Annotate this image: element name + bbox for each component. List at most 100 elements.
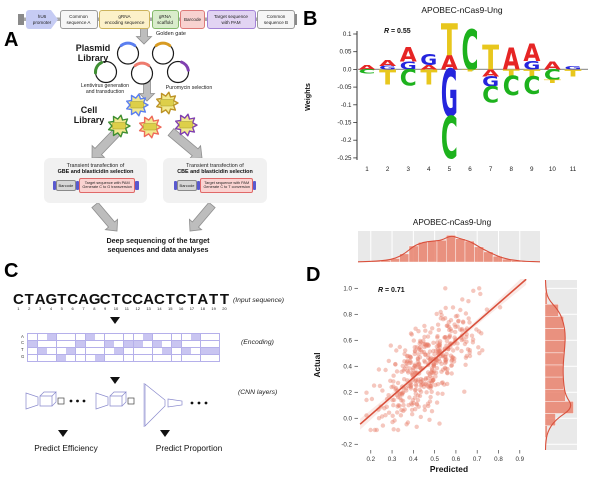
scatter-point xyxy=(445,371,450,376)
encoding-cell xyxy=(133,354,143,361)
scatter-point xyxy=(418,414,423,420)
encoding-cell xyxy=(191,347,201,355)
scatter-point xyxy=(420,377,425,383)
scatter-point xyxy=(476,329,482,334)
sequence-position-number: 20 xyxy=(222,306,227,311)
scatter-point xyxy=(439,361,444,366)
scatter-point xyxy=(425,370,431,375)
scatter-point xyxy=(471,288,476,293)
encoding-cell xyxy=(114,340,124,348)
x-tick-label: 1 xyxy=(365,166,369,173)
sequence-letter: T xyxy=(111,291,121,308)
scatter-point xyxy=(456,318,461,323)
scatter-point xyxy=(435,382,441,387)
scatter-point xyxy=(395,404,400,409)
construct-segment: gRNA encoding sequence xyxy=(99,10,150,29)
scatter-point xyxy=(428,394,433,400)
scatter-point xyxy=(459,337,464,343)
sequence-column: T 10 xyxy=(111,291,122,311)
sequence-letter: T xyxy=(209,291,219,308)
scatter-point xyxy=(410,412,415,417)
mini-construct: Barcode Target sequence with PAM Generat… xyxy=(163,178,267,193)
encoding-cell xyxy=(104,347,114,355)
target-line1: Target sequence with PAM xyxy=(84,180,130,185)
scatter-point xyxy=(427,373,433,378)
encoding-cell xyxy=(152,334,162,341)
scatter-point xyxy=(421,349,427,355)
encoding-cell xyxy=(66,354,76,361)
sequence-position-number: 2 xyxy=(28,306,31,311)
scatter-point xyxy=(414,383,419,388)
scatter-point xyxy=(459,326,465,332)
scatter-point xyxy=(449,363,454,368)
connector-block xyxy=(135,180,139,190)
scatter-point xyxy=(388,343,393,348)
kde-curve xyxy=(357,235,541,263)
scatter-point xyxy=(436,343,441,349)
transfection-line1: Transient transfection of xyxy=(66,163,125,169)
scatter-point xyxy=(442,335,447,340)
scatter-point xyxy=(462,389,467,394)
scatter-point xyxy=(423,342,428,347)
scatter-point xyxy=(437,359,442,364)
scatter-point xyxy=(440,391,445,396)
to-sequencing-arrow-icon xyxy=(188,201,216,232)
sequence-letter: C xyxy=(99,291,111,308)
tspan-shape: = 0.55 xyxy=(389,28,411,35)
scatter-point xyxy=(418,383,424,388)
scatter-point xyxy=(480,348,485,353)
sequence-position-number: 17 xyxy=(189,306,195,311)
encoding-cell xyxy=(85,340,95,348)
connector-block xyxy=(252,180,257,190)
encoding-cell xyxy=(37,334,47,341)
scatter-point xyxy=(395,410,400,415)
scatter-point xyxy=(444,338,450,344)
scatter-point xyxy=(403,348,408,353)
scatter-point xyxy=(434,366,440,371)
flatten-funnel xyxy=(144,383,166,427)
scatter-point xyxy=(427,371,432,377)
scatter-point xyxy=(399,392,405,397)
scatter-point xyxy=(437,342,442,348)
encoding-cell xyxy=(47,340,57,348)
scatter-point xyxy=(453,314,459,319)
logo-letter-G: G xyxy=(523,59,540,73)
panel-a-graphics xyxy=(18,14,297,232)
transfection-line1: Transient transfection of xyxy=(186,163,244,169)
circle-shape xyxy=(82,399,86,403)
scatter-point xyxy=(393,362,398,367)
sequence-position-number: 1 xyxy=(17,306,20,311)
scatter-point xyxy=(386,393,391,398)
sequence-letter: C xyxy=(67,291,79,308)
scatter-point xyxy=(404,364,409,369)
scatter-point xyxy=(419,382,424,387)
scatter-point xyxy=(418,365,423,371)
scatter-point xyxy=(368,427,373,433)
encoding-cell xyxy=(152,340,162,348)
logo-letter-C: C xyxy=(359,68,376,75)
scatter-point xyxy=(467,320,472,325)
encoding-cell xyxy=(191,334,201,341)
hist-bar xyxy=(455,238,466,263)
scatter-point xyxy=(437,339,443,344)
scatter-point xyxy=(402,366,407,371)
encoding-cell xyxy=(143,334,153,341)
scatter-point xyxy=(450,357,455,362)
encoding-caption: (Encoding) xyxy=(241,339,274,346)
scatter-point xyxy=(376,416,382,421)
logo-letter-C: C xyxy=(523,73,540,101)
logo-letter-A: A xyxy=(379,60,396,69)
plasmid-insert-arc xyxy=(180,60,190,72)
y-tick-label: -0.2 xyxy=(341,441,352,448)
scatter-point xyxy=(431,364,437,369)
scatter-point xyxy=(434,360,439,365)
scatter-point xyxy=(416,346,422,351)
sequence-letter: C xyxy=(13,291,24,308)
scatter-point xyxy=(394,348,399,353)
y-tick-label: 0.6 xyxy=(343,337,352,344)
x-tick-label: 0.4 xyxy=(409,456,418,463)
scatter-point xyxy=(379,414,385,419)
scatter-point xyxy=(421,338,426,343)
